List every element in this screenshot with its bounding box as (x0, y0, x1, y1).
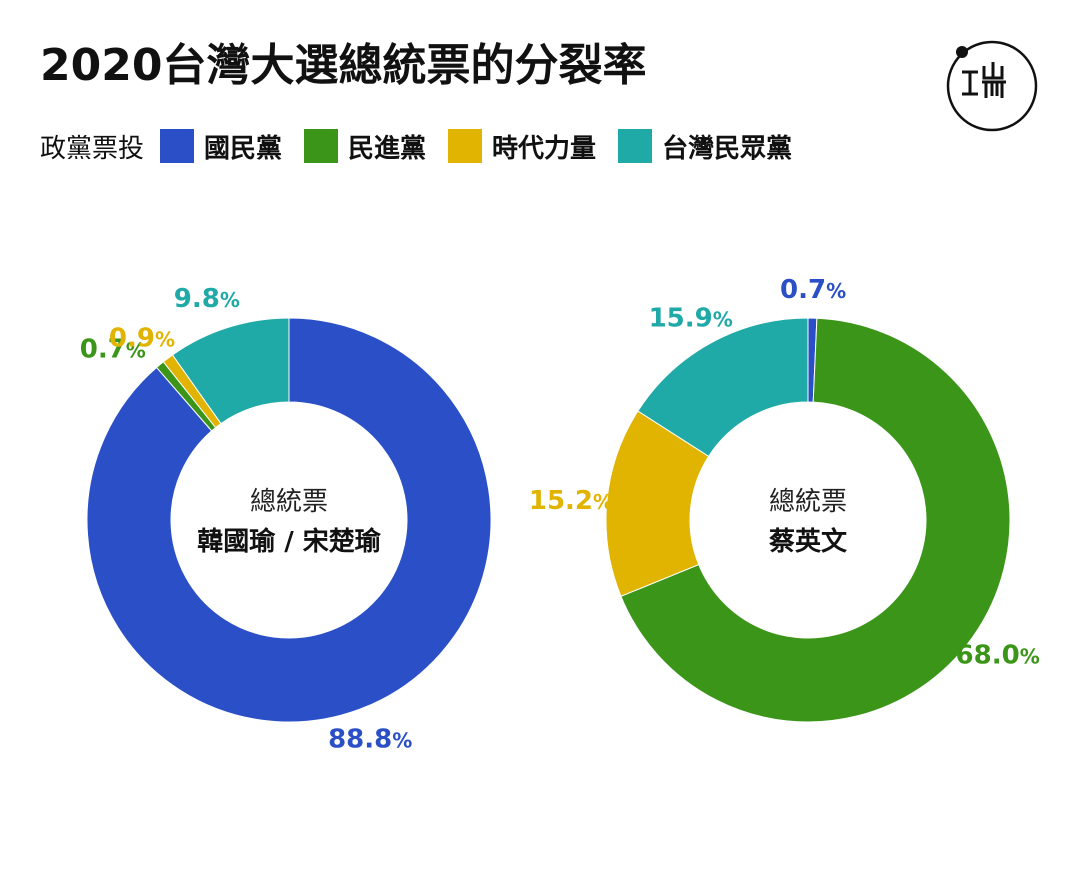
data-label: 0.7% (780, 275, 846, 305)
data-label: 0.9% (109, 323, 175, 353)
center-label-title: 總統票 (250, 487, 328, 517)
legend-item-tpp: 台灣民眾黨 (618, 128, 792, 165)
legend-swatch-tpp (618, 129, 653, 163)
legend-item-label: 國民黨 (204, 133, 283, 164)
legend-swatch-npp (448, 129, 483, 163)
data-label: 88.8% (328, 724, 412, 754)
data-label: 0.7% (80, 335, 146, 365)
center-label-candidate: 蔡英文 (769, 526, 848, 557)
legend-item-kmt: 國民黨 (160, 128, 282, 165)
donut-slice (86, 317, 492, 723)
data-label: 9.8% (174, 284, 240, 314)
data-label: 15.2% (529, 486, 613, 516)
legend-item-dpp: 民進黨 (304, 128, 426, 165)
legend-item-label: 台灣民眾黨 (662, 133, 793, 164)
legend-swatch-dpp (304, 129, 339, 163)
data-label: 68.0% (956, 641, 1040, 671)
legend-item-label: 民進黨 (348, 133, 427, 164)
data-label: 15.9% (649, 303, 733, 333)
legend-swatch-kmt (160, 129, 195, 163)
legend-item-npp: 時代力量 (448, 128, 596, 165)
center-label-candidate: 韓國瑜 / 宋楚瑜 (197, 526, 382, 557)
brand-logo (946, 40, 1038, 132)
donut-slice (637, 317, 809, 458)
legend-item-label: 時代力量 (492, 133, 597, 164)
chart-title: 2020台灣大選總統票的分裂率 (40, 40, 647, 91)
legend-label: 政黨票投 (40, 133, 145, 164)
legend: 政黨票投 國民黨 民進黨 時代力量 台灣民眾黨 (40, 128, 814, 164)
center-label-title: 總統票 (769, 487, 847, 517)
donut-slice (620, 317, 1011, 723)
donut-slice (171, 317, 290, 425)
